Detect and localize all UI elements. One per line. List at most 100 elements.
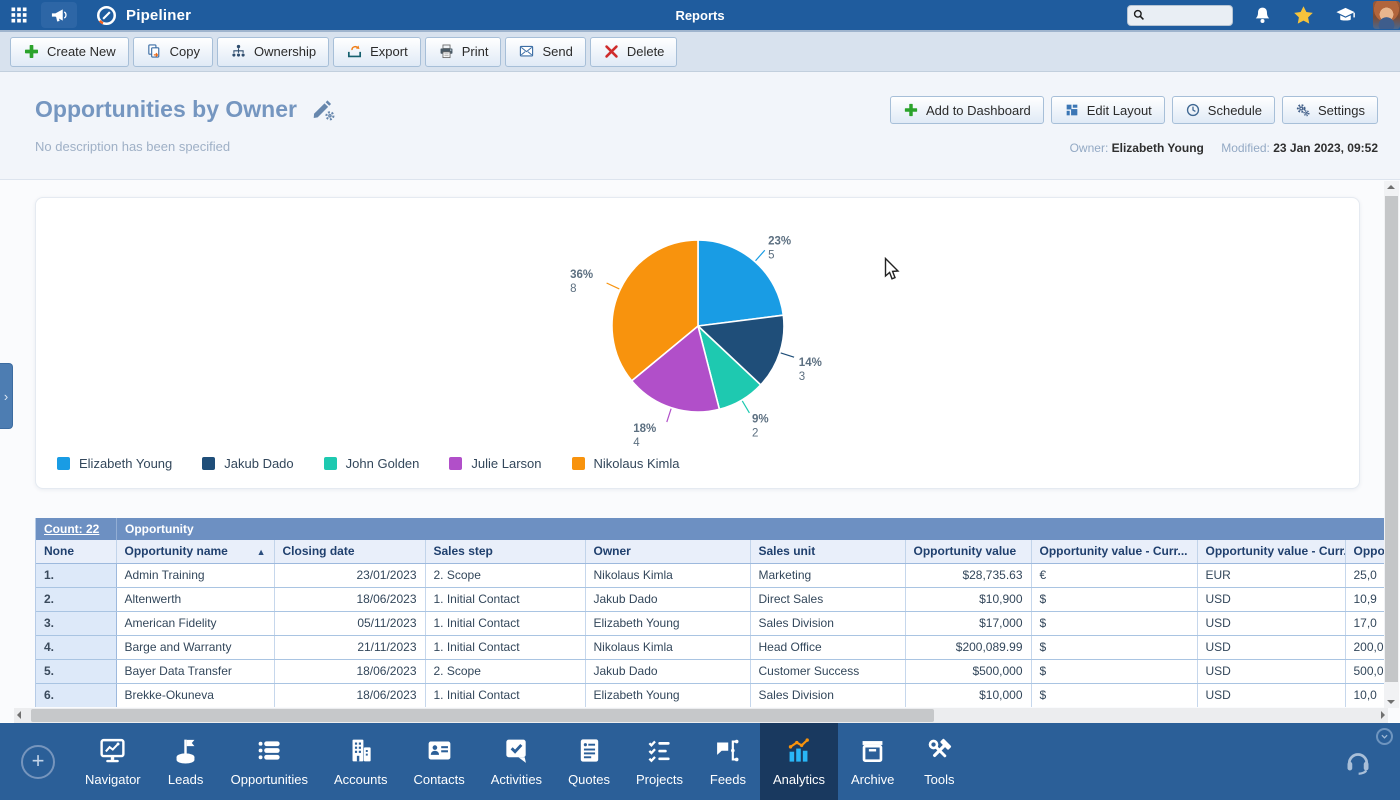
horizontal-scrollbar[interactable] [14, 708, 1388, 723]
table-cell: Barge and Warranty [116, 635, 275, 660]
nav-item-projects[interactable]: Projects [623, 723, 696, 800]
search-input[interactable] [1146, 9, 1226, 21]
print-icon [438, 43, 455, 60]
announcements-megaphone-icon[interactable] [41, 2, 77, 28]
toolbar-button-delete[interactable]: Delete [589, 36, 678, 67]
table-cell: Brekke-Okuneva [116, 683, 275, 707]
action-button-schedule[interactable]: Schedule [1171, 96, 1276, 124]
action-button-add-to-dashboard[interactable]: Add to Dashboard [889, 96, 1044, 124]
table-row[interactable]: 2. Altenwerth 18/06/2023 1. Initial Contact… [36, 587, 1384, 612]
scroll-left-arrow[interactable] [17, 711, 21, 719]
toolbar-button-label: Export [370, 44, 408, 59]
nav-item-activities[interactable]: Activities [478, 723, 555, 800]
table-cell: Jakub Dado [585, 587, 751, 612]
table-cell: Bayer Data Transfer [116, 659, 275, 684]
table-row[interactable]: 6. Brekke-Okuneva 18/06/2023 1. Initial Con… [36, 683, 1384, 707]
column-header-none[interactable]: None [36, 540, 117, 564]
pie-slice-count-label: 4 [633, 437, 640, 449]
pie-slice-jakub-dado[interactable] [696, 314, 785, 387]
toolbar-button-print[interactable]: Print [424, 36, 502, 67]
accounts-icon [346, 736, 375, 765]
column-header-sales-step[interactable]: Sales step [425, 540, 586, 564]
table-cell: Nikolaus Kimla [585, 635, 751, 660]
vertical-scrollbar[interactable] [1384, 181, 1399, 708]
table-row[interactable]: 5. Bayer Data Transfer 18/06/2023 2. Scope J… [36, 659, 1384, 684]
pie-label-leader-line [780, 352, 795, 358]
collapse-panel-toggle[interactable]: › [0, 363, 13, 429]
table-cell: Direct Sales [750, 587, 906, 612]
favorites-star-icon[interactable] [1292, 4, 1315, 27]
training-graduation-cap-icon[interactable] [1334, 4, 1357, 27]
bottom-navigation: + Navigator Leads Opportunities Accounts Con… [0, 723, 1400, 800]
legend-label: Elizabeth Young [79, 456, 173, 471]
action-button-settings[interactable]: Settings [1282, 96, 1378, 124]
nav-item-label: Accounts [333, 772, 388, 787]
scroll-right-arrow[interactable] [1381, 711, 1385, 719]
legend-item-john-golden: John Golden [323, 456, 419, 471]
export-icon [346, 43, 363, 60]
delete-icon [603, 43, 620, 60]
pie-slice-elizabeth-young[interactable] [697, 239, 785, 327]
column-header-sales-unit[interactable]: Sales unit [750, 540, 906, 564]
gears-icon [1295, 102, 1311, 118]
table-cell: Admin Training [116, 563, 275, 588]
column-header-opportunity-name[interactable]: Opportunity name ▲ [116, 540, 275, 564]
nav-item-archive[interactable]: Archive [838, 723, 907, 800]
toolbar-button-send[interactable]: Send [505, 36, 586, 67]
column-header-opportunity-value-curr[interactable]: Opportunity value - Curr... [1031, 540, 1198, 564]
table-row[interactable]: 3. American Fidelity 05/11/2023 1. Initial … [36, 611, 1384, 636]
table-cell: $ [1031, 659, 1198, 684]
opportunities-icon [255, 736, 284, 765]
nav-item-accounts[interactable]: Accounts [321, 723, 400, 800]
quick-add-button[interactable]: + [21, 745, 55, 779]
column-header-owner[interactable]: Owner [585, 540, 751, 564]
action-button-edit-layout[interactable]: Edit Layout [1050, 96, 1165, 124]
search-box[interactable] [1127, 4, 1233, 26]
horizontal-scrollbar-thumb[interactable] [31, 709, 934, 722]
table-cell: Altenwerth [116, 587, 275, 612]
nav-item-feeds[interactable]: Feeds [696, 723, 760, 800]
nav-item-analytics[interactable]: Analytics [759, 723, 838, 800]
nav-item-navigator[interactable]: Navigator [72, 723, 154, 800]
table-cell: 10,0 [1345, 683, 1384, 707]
nav-item-leads[interactable]: Leads [154, 723, 218, 800]
column-header-oppo[interactable]: Oppo [1345, 540, 1384, 564]
column-header-opportunity-value[interactable]: Opportunity value [905, 540, 1032, 564]
support-headset-icon[interactable] [1343, 747, 1373, 777]
table-row[interactable]: 1. Admin Training 23/01/2023 2. Scope Nikola… [36, 563, 1384, 588]
nav-item-label: Activities [490, 772, 543, 787]
scroll-down-arrow[interactable] [1387, 700, 1395, 704]
table-cell: $500,000 [905, 659, 1032, 684]
apps-grid-icon[interactable] [0, 0, 37, 30]
column-header-opportunity-value-curr[interactable]: Opportunity value - Curr... [1197, 540, 1346, 564]
table-cell: $ [1031, 635, 1198, 660]
nav-item-tools[interactable]: Tools [907, 723, 971, 800]
toolbar-button-copy[interactable]: Copy [132, 36, 213, 67]
column-header-closing-date[interactable]: Closing date [274, 540, 426, 564]
table-cell: USD [1197, 659, 1346, 684]
pie-slice-percent-label: 18% [633, 423, 656, 435]
table-cell: Sales Division [750, 683, 906, 707]
toolbar-button-export[interactable]: Export [333, 36, 421, 67]
nav-item-opportunities[interactable]: Opportunities [218, 723, 321, 800]
pie-slice-julie-larson[interactable] [630, 324, 721, 413]
action-button-label: Settings [1318, 102, 1365, 118]
record-count-link[interactable]: Count: 22 [44, 522, 100, 536]
pie-slice-percent-label: 23% [768, 236, 791, 248]
nav-item-quotes[interactable]: Quotes [555, 723, 623, 800]
toolbar-button-ownership[interactable]: Ownership [217, 36, 330, 67]
collapse-nav-chevron-icon[interactable] [1376, 728, 1393, 745]
pie-slice-nikolaus-kimla[interactable] [611, 239, 699, 382]
edit-report-pencil-icon[interactable] [309, 96, 336, 123]
scroll-up-arrow[interactable] [1387, 185, 1395, 189]
legend-swatch [202, 457, 216, 470]
table-row[interactable]: 4. Barge and Warranty 21/11/2023 1. Initial… [36, 635, 1384, 660]
toolbar-button-create-new[interactable]: Create New [10, 36, 129, 67]
nav-item-label: Quotes [568, 772, 610, 787]
notifications-bell-icon[interactable] [1252, 5, 1273, 26]
feeds-icon [713, 736, 742, 765]
nav-item-contacts[interactable]: Contacts [400, 723, 477, 800]
user-avatar[interactable] [1373, 1, 1400, 29]
vertical-scrollbar-thumb[interactable] [1385, 196, 1398, 682]
nav-item-label: Analytics [772, 772, 825, 787]
